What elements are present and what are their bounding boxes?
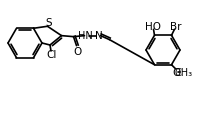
- Text: HO: HO: [144, 22, 161, 32]
- Text: S: S: [45, 18, 52, 28]
- Text: N: N: [95, 30, 102, 40]
- Text: Br: Br: [170, 22, 181, 32]
- Text: CH₃: CH₃: [174, 67, 193, 77]
- Text: Cl: Cl: [47, 50, 57, 59]
- Text: O: O: [172, 67, 181, 77]
- Text: HN: HN: [78, 30, 93, 40]
- Text: O: O: [73, 46, 82, 56]
